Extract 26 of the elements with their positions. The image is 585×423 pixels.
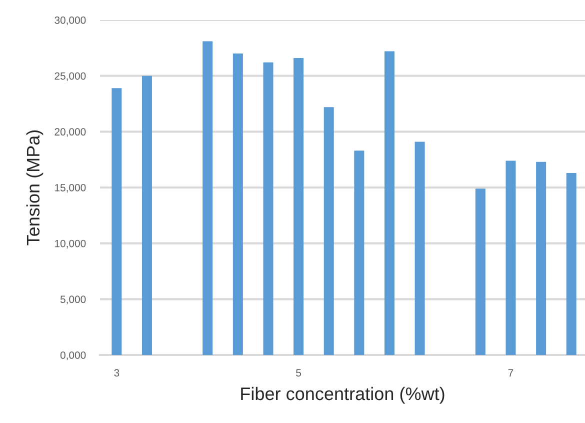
bar bbox=[354, 150, 364, 355]
y-axis-title: Tension (MPa) bbox=[26, 130, 44, 246]
x-tick-label: 7 bbox=[508, 369, 514, 376]
y-tick-label: 10,000 bbox=[55, 240, 86, 248]
bar bbox=[232, 54, 243, 355]
bar bbox=[112, 88, 122, 355]
x-tick-label: 3 bbox=[114, 369, 120, 377]
bar bbox=[566, 172, 576, 355]
y-tick-label: 20,000 bbox=[54, 128, 86, 137]
y-tick-label: 0,000 bbox=[60, 352, 86, 360]
x-tick-label: 5 bbox=[296, 369, 302, 377]
bar bbox=[324, 107, 334, 355]
x-axis-title: Fiber concentration (%wt) bbox=[241, 386, 444, 404]
bar bbox=[475, 188, 486, 355]
y-tick-label: 5,000 bbox=[60, 296, 86, 304]
bar bbox=[202, 41, 213, 355]
bar bbox=[142, 76, 152, 355]
bar bbox=[263, 62, 274, 355]
y-tick-label: 25,000 bbox=[54, 72, 86, 81]
bar bbox=[384, 51, 394, 355]
bar bbox=[414, 142, 425, 355]
bar bbox=[294, 58, 304, 355]
bar bbox=[506, 160, 516, 355]
y-tick-label: 30,000 bbox=[54, 16, 86, 26]
bar bbox=[536, 162, 546, 355]
y-tick-label: 15,000 bbox=[55, 184, 86, 193]
